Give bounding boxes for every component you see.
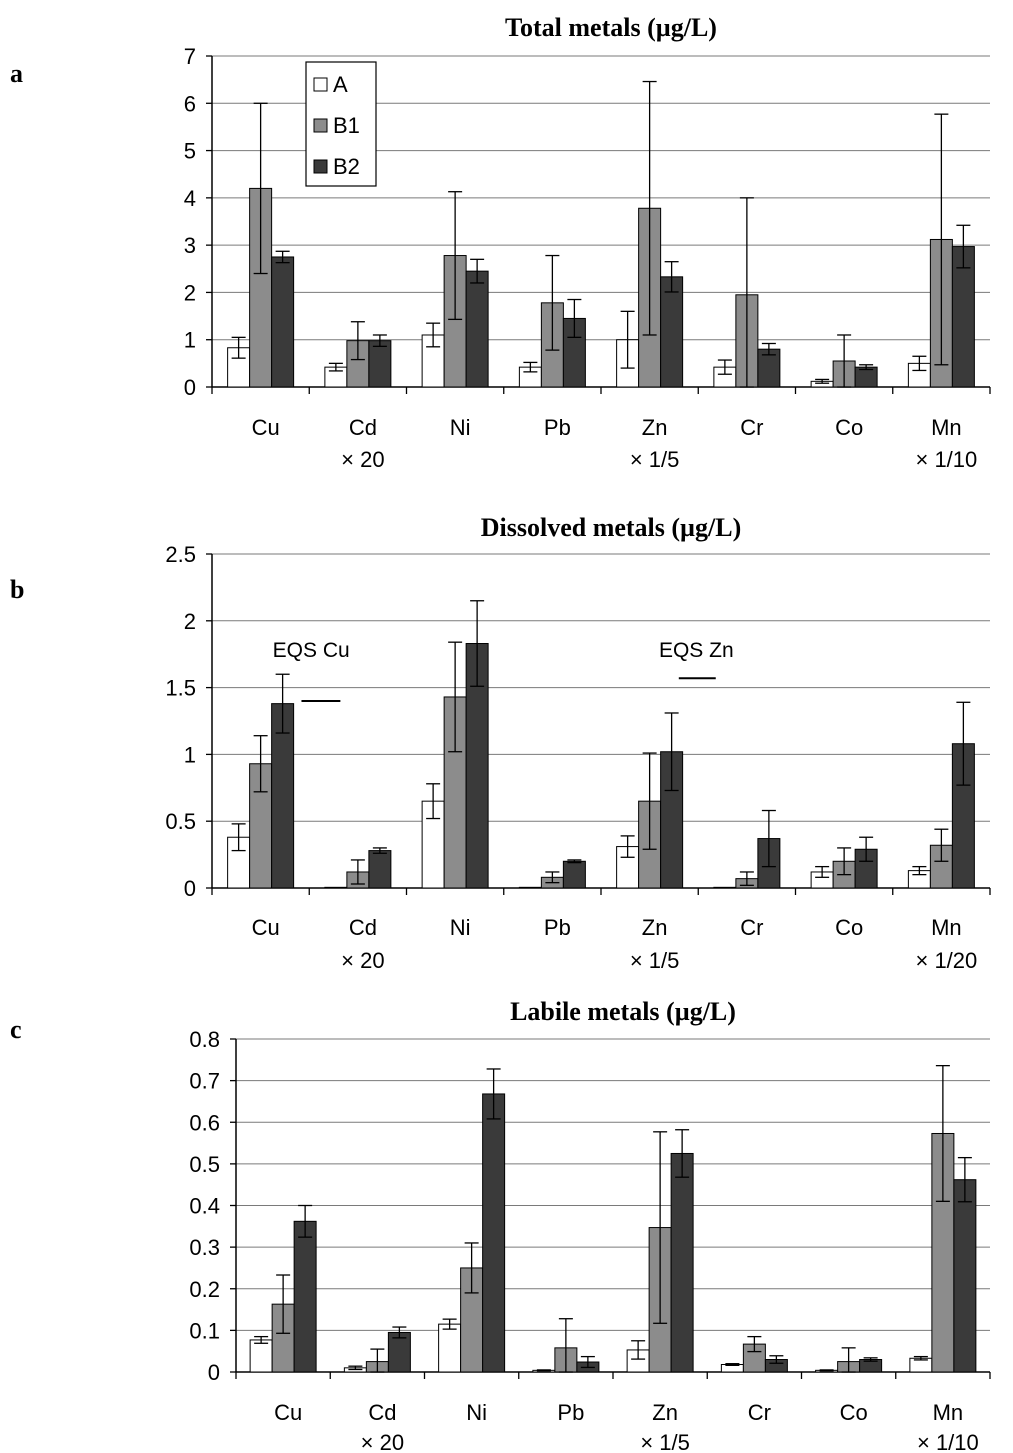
x-category-label: Cu (252, 415, 280, 440)
panel-label-c: c (10, 1015, 22, 1044)
x-category-label: Pb (544, 415, 571, 440)
x-category-label: Cd (349, 415, 377, 440)
y-tick-label: 7 (184, 44, 196, 69)
y-tick-label: 0.3 (189, 1235, 220, 1260)
bar-b2-zn (670, 1152, 694, 1373)
x-category-label: Cu (252, 915, 280, 940)
y-tick-label: 4 (184, 186, 196, 211)
bar-b2-cu (293, 1220, 317, 1373)
x-category-label: Zn (652, 1400, 678, 1425)
x-category-label: Cd (349, 915, 377, 940)
y-tick-label: 0.6 (189, 1110, 220, 1135)
x-category-label: Cr (740, 915, 763, 940)
bar-b2-pb (562, 860, 586, 889)
x-category-label: Co (835, 915, 863, 940)
bar-a-pb (518, 886, 542, 889)
y-tick-label: 1 (184, 742, 196, 767)
x-category-label: Cu (274, 1400, 302, 1425)
x-category-factor: × 20 (341, 948, 384, 973)
x-category-label: Pb (557, 1400, 584, 1425)
x-category-label: Cr (740, 415, 763, 440)
bar-b2-ni (465, 270, 489, 388)
bar-b2-cu (271, 256, 295, 388)
x-category-factor: × 1/10 (917, 1430, 979, 1453)
y-tick-label: 0.8 (189, 1027, 220, 1052)
bar-b2-zn (660, 276, 684, 388)
y-tick-label: 0.5 (165, 809, 196, 834)
x-category-label: Mn (931, 915, 962, 940)
y-tick-label: 1 (184, 328, 196, 353)
eqs-label: EQS Zn (659, 639, 734, 662)
bar-b2-cd (368, 340, 392, 388)
bar-a-cu (249, 1339, 273, 1373)
eqs-label: EQS Cu (273, 639, 350, 662)
y-tick-label: 0 (184, 876, 196, 901)
y-tick-label: 1.5 (165, 676, 196, 701)
x-category-label: Co (835, 415, 863, 440)
panel-label-a: a (10, 59, 23, 88)
x-category-label: Co (840, 1400, 868, 1425)
x-category-label: Mn (933, 1400, 964, 1425)
x-category-factor: × 1/20 (915, 948, 977, 973)
x-category-label: Pb (544, 915, 571, 940)
chart-title: Total metals (µg/L) (505, 13, 717, 42)
x-category-label: Zn (642, 915, 668, 940)
x-category-factor: × 20 (341, 447, 384, 472)
chart-panel-c: c Labile metals (µg/L) 0 0.1 0.2 0.3 0.4 0.5 0.6… (10, 997, 991, 1453)
x-category-label: Cr (748, 1400, 771, 1425)
x-category-factor: × 20 (361, 1430, 404, 1453)
chart-title: Labile metals (µg/L) (510, 997, 736, 1026)
legend-label: B2 (333, 154, 360, 179)
legend-swatch (313, 159, 328, 174)
legend-swatch (313, 118, 328, 133)
y-tick-label: 2 (184, 609, 196, 634)
x-category-factor: × 1/5 (630, 948, 680, 973)
y-tick-label: 0 (208, 1360, 220, 1385)
x-category-label: Ni (466, 1400, 487, 1425)
bar-b2-ni (482, 1093, 506, 1373)
x-category-factor: × 1/5 (630, 447, 680, 472)
y-tick-label: 2.5 (165, 542, 196, 567)
x-category-label: Ni (450, 915, 471, 940)
x-category-factor: × 1/5 (640, 1430, 690, 1453)
y-tick-label: 0.7 (189, 1069, 220, 1094)
y-tick-label: 0 (184, 375, 196, 400)
bar-b2-mn (953, 1179, 977, 1373)
y-tick-label: 5 (184, 139, 196, 164)
bar-a-cd (324, 886, 348, 889)
y-tick-label: 0.5 (189, 1152, 220, 1177)
y-tick-label: 2 (184, 280, 196, 305)
x-category-label: Cd (368, 1400, 396, 1425)
y-tick-label: 0.1 (189, 1318, 220, 1343)
bar-b2-cd (368, 850, 392, 889)
legend-swatch (313, 77, 328, 92)
y-tick-label: 0.2 (189, 1277, 220, 1302)
legend-label: A (333, 72, 348, 97)
legend: A B1 B2 (305, 61, 377, 187)
bar-a-ni (438, 1323, 462, 1373)
x-category-label: Mn (931, 415, 962, 440)
bar-a-cr (713, 886, 737, 889)
y-tick-label: 0.4 (189, 1194, 220, 1219)
panel-label-b: b (10, 575, 24, 604)
x-category-label: Zn (642, 415, 668, 440)
legend-label: B1 (333, 113, 360, 138)
chart-panel-b: b Dissolved metals (µg/L) 0 0.5 1 1.5 2 2.5 Cu Cd… (10, 513, 991, 973)
x-category-label: Ni (450, 415, 471, 440)
x-category-factor: × 1/10 (915, 447, 977, 472)
y-tick-label: 6 (184, 91, 196, 116)
y-tick-label: 3 (184, 233, 196, 258)
chart-title: Dissolved metals (µg/L) (481, 513, 742, 542)
chart-panel-a: a Total metals (µg/L) 0 1 2 3 4 5 6 7 Cu Cd × 20 Ni Pb… (10, 13, 991, 472)
